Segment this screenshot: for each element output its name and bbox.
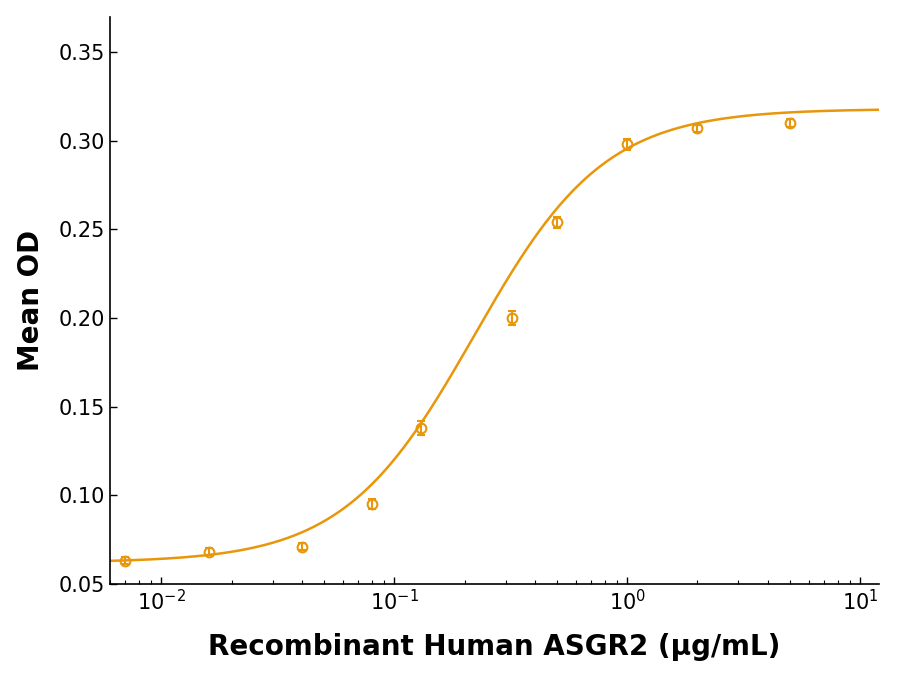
Y-axis label: Mean OD: Mean OD [17, 230, 45, 371]
X-axis label: Recombinant Human ASGR2 (μg/mL): Recombinant Human ASGR2 (μg/mL) [208, 633, 780, 661]
